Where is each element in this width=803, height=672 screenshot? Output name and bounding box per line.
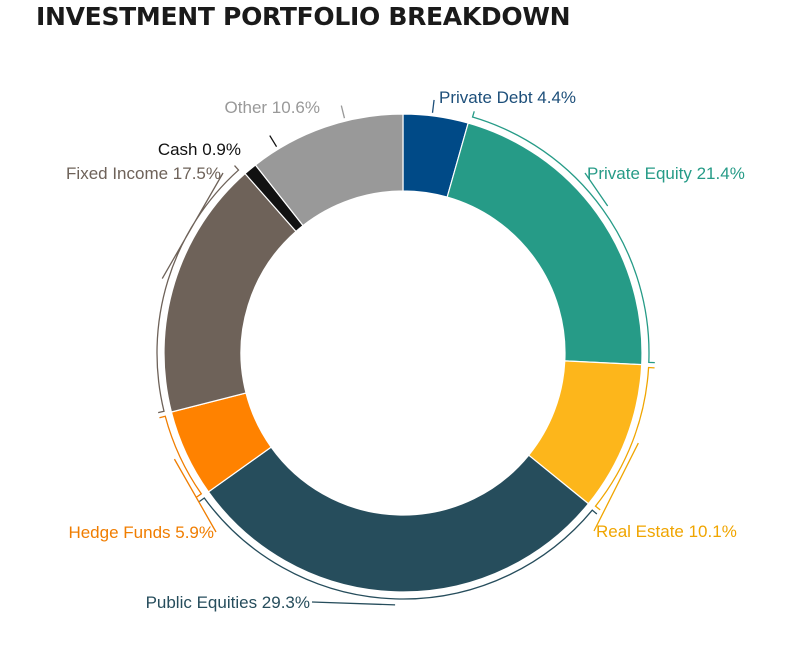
leader-line-other (340, 105, 346, 119)
data-label-hedge-funds: Hedge Funds 5.9% (68, 523, 214, 542)
leader-line-private-equity (471, 111, 655, 364)
slice-other (254, 113, 404, 227)
data-label-private-equity: Private Equity 21.4% (587, 164, 745, 183)
leader-line-hedge-funds (159, 415, 217, 533)
leader-line-real-estate (593, 366, 655, 532)
data-label-cash: Cash 0.9% (158, 140, 241, 159)
data-label-real-estate: Real Estate 10.1% (596, 522, 737, 541)
leader-line-public-equities (199, 497, 598, 606)
slice-private-equity (446, 122, 643, 366)
chart-title: INVESTMENT PORTFOLIO BREAKDOWN (36, 2, 571, 31)
slice-public-equities (207, 446, 590, 593)
data-label-private-debt: Private Debt 4.4% (439, 88, 576, 107)
data-label-public-equities: Public Equities 29.3% (146, 593, 310, 612)
data-label-other: Other 10.6% (225, 98, 320, 117)
leader-line-fixed-income (156, 165, 240, 414)
leader-line-cash (269, 135, 278, 148)
data-label-fixed-income: Fixed Income 17.5% (66, 164, 221, 183)
leader-line-private-debt (431, 99, 435, 113)
